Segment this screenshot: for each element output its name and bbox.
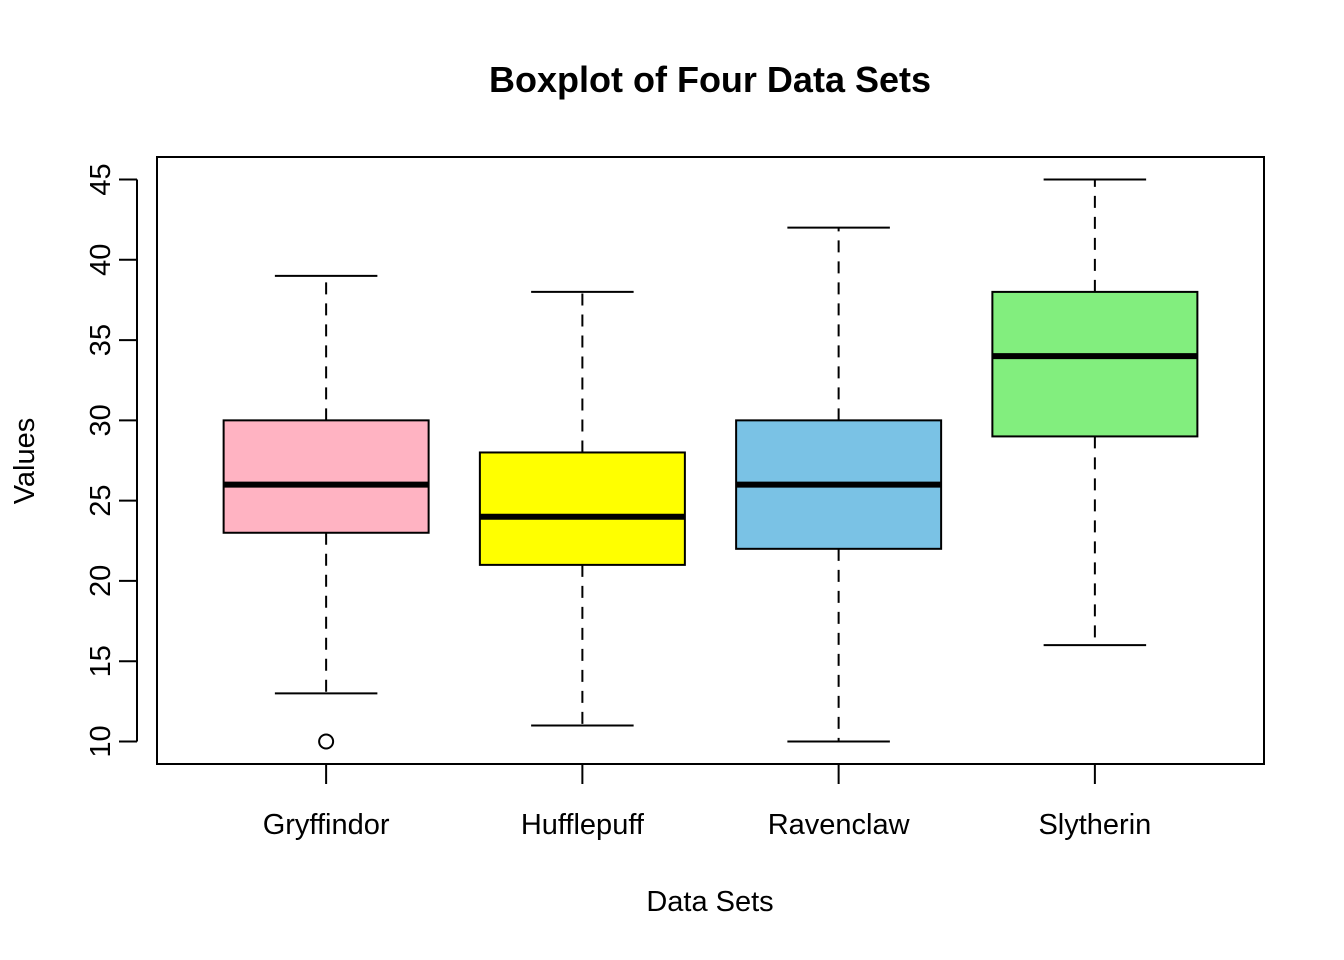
y-tick-label: 35 [85,324,117,356]
box-gryffindor [222,274,430,750]
y-tick-label: 10 [85,725,117,757]
y-tick-label: 30 [85,404,117,436]
x-tick-label: Gryffindor [263,809,390,841]
outlier-point [318,733,335,750]
y-tick-label: 25 [85,485,117,517]
iqr-box [991,290,1199,438]
plot-frame [156,156,1265,765]
x-axis: Gryffindor Hufflepuff Ravenclaw Slytherin [263,764,1151,841]
y-axis: 10 15 20 25 30 35 40 45 [85,163,138,758]
x-tick-label: Ravenclaw [768,809,911,841]
box-hufflepuff [478,290,686,727]
iqr-box [478,451,686,566]
x-axis-label: Data Sets [646,886,773,918]
y-tick-label: 15 [85,645,117,677]
y-tick-label: 20 [85,565,117,597]
box-slytherin [991,178,1199,647]
box-ravenclaw [735,226,943,743]
x-tick-label: Hufflepuff [521,809,645,841]
chart-title: Boxplot of Four Data Sets [489,59,931,100]
iqr-box [222,419,430,534]
y-axis-label: Values [9,418,41,505]
y-tick-label: 40 [85,244,117,276]
y-tick-label: 45 [85,163,117,195]
x-tick-label: Slytherin [1038,809,1151,841]
boxes-layer [222,178,1199,750]
